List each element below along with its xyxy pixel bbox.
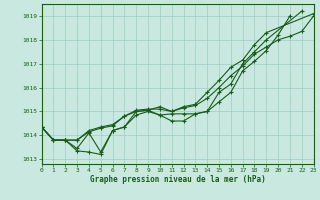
X-axis label: Graphe pression niveau de la mer (hPa): Graphe pression niveau de la mer (hPa): [90, 175, 266, 184]
